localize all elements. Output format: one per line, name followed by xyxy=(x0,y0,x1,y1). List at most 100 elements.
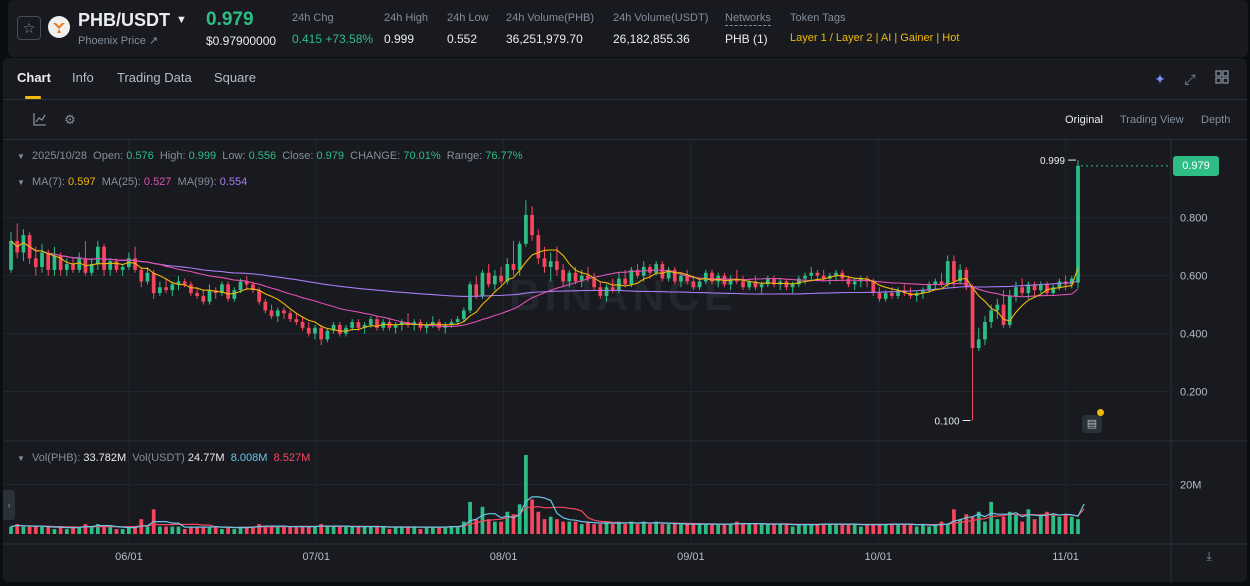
volume-bar xyxy=(827,524,832,534)
volume-bar xyxy=(294,526,299,534)
stat-networks[interactable]: Networks PHB (1) xyxy=(725,12,771,46)
candle-body xyxy=(939,281,944,285)
volume-bar xyxy=(1020,521,1025,534)
favorite-star-icon[interactable]: ☆ xyxy=(17,16,41,40)
candle-body xyxy=(77,258,82,270)
candle-body xyxy=(741,281,745,288)
tab-chart[interactable]: Chart xyxy=(17,70,51,85)
volume-bar xyxy=(269,526,274,534)
volume-bar xyxy=(300,526,305,534)
volume-bar xyxy=(449,526,454,534)
candlestick-chart[interactable]: 0.800 0.600 0.400 0.200 20M 06/01 07/01 08/01 09… xyxy=(3,140,1247,582)
volume-bar xyxy=(610,524,615,534)
tab-info[interactable]: Info xyxy=(72,70,94,85)
volume-bar xyxy=(660,524,665,534)
candle-body xyxy=(778,281,783,285)
x-tick-label: 08/01 xyxy=(490,551,518,563)
view-trading-view[interactable]: Trading View xyxy=(1120,114,1184,126)
volume-bar xyxy=(617,521,621,534)
tab-trading-data[interactable]: Trading Data xyxy=(117,70,192,85)
candle-body xyxy=(480,272,485,296)
candle-body xyxy=(952,261,956,282)
volume-bar xyxy=(406,526,410,534)
candle-body xyxy=(1069,278,1074,285)
expand-sidebar-handle[interactable]: › xyxy=(3,490,15,520)
volume-bar xyxy=(331,526,336,534)
volume-legend: ▼ Vol(PHB): 33.782M Vol(USDT) 24.77M 8.0… xyxy=(17,452,310,464)
reset-scale-icon[interactable]: ⤓ xyxy=(1206,549,1212,563)
volume-bar xyxy=(461,521,466,534)
legend-open: 0.576 xyxy=(126,150,154,162)
note-icon[interactable]: ▤ xyxy=(1082,415,1102,433)
volume-bar xyxy=(493,521,497,534)
candle-body xyxy=(493,275,497,285)
candle-body xyxy=(635,269,640,276)
candle-body xyxy=(430,322,435,325)
volume-bar xyxy=(226,526,230,534)
volume-bar xyxy=(83,524,88,534)
grid-layout-icon[interactable] xyxy=(1213,70,1231,88)
volume-bar xyxy=(182,529,187,534)
settings-icon[interactable]: ⚙ xyxy=(64,112,76,127)
x-tick-label: 10/01 xyxy=(864,551,892,563)
candle-body xyxy=(548,261,553,267)
candle-body xyxy=(765,278,770,285)
legend-high: 0.999 xyxy=(188,150,217,162)
volume-bar xyxy=(282,526,286,534)
candle-body xyxy=(64,264,69,270)
y-tick-label: 0.200 xyxy=(1180,387,1208,399)
candle-body xyxy=(877,293,882,299)
volume-bar xyxy=(275,526,280,534)
candle-body xyxy=(883,293,888,299)
volume-bar xyxy=(170,526,175,534)
volume-bar xyxy=(1038,514,1043,534)
pair-selector[interactable]: PHB/USDT ▼ xyxy=(78,10,187,31)
legend-ma7: 0.597 xyxy=(68,176,96,188)
candle-body xyxy=(592,278,596,288)
candle-body xyxy=(710,272,714,282)
candle-body xyxy=(641,266,646,276)
candle-body xyxy=(182,281,187,285)
candle-body xyxy=(350,322,355,328)
candle-body xyxy=(784,281,789,288)
stat-token-tags[interactable]: Token Tags Layer 1 / Layer 2 | AI | Gain… xyxy=(790,12,959,44)
volume-bar xyxy=(579,524,584,534)
legend-vol-ma2: 8.527M xyxy=(273,452,311,464)
candle-body xyxy=(33,258,38,267)
collapse-icon[interactable]: ▼ xyxy=(17,152,25,161)
expand-icon[interactable]: ⤢ xyxy=(1184,71,1196,87)
collapse-icon[interactable]: ▼ xyxy=(17,454,25,463)
legend-vol-ma1: 8.008M xyxy=(230,452,268,464)
volume-bar xyxy=(46,526,51,534)
coin-name-link[interactable]: Phoenix Price ↗ xyxy=(78,35,159,47)
candle-body xyxy=(610,287,615,291)
chart-area[interactable]: 0.800 0.600 0.400 0.200 20M 06/01 07/01 08/01 09… xyxy=(3,140,1247,582)
tab-square[interactable]: Square xyxy=(214,70,256,85)
chart-toolbar: ⚙ Original Trading View Depth xyxy=(3,100,1247,140)
candle-body xyxy=(573,272,578,282)
volume-bar xyxy=(691,524,696,534)
view-original[interactable]: Original xyxy=(1065,114,1103,126)
chevron-down-icon: ▼ xyxy=(176,14,187,26)
candle-body xyxy=(1057,281,1062,288)
volume-bar xyxy=(604,521,609,534)
candle-body xyxy=(871,281,876,294)
volume-bar xyxy=(840,524,845,534)
volume-bar xyxy=(536,511,541,534)
candle-body xyxy=(672,269,677,282)
ohlc-legend: ▼ 2025/10/28 Open: 0.576 High: 0.999 Low… xyxy=(17,150,523,162)
indicator-chart-icon[interactable] xyxy=(31,111,49,129)
candle-body xyxy=(970,287,975,349)
vol-tick-label: 20M xyxy=(1180,480,1201,492)
candle-body xyxy=(1045,284,1049,294)
candle-body xyxy=(524,214,528,244)
candle-body xyxy=(660,264,665,279)
candle-body xyxy=(790,284,795,288)
volume-bar xyxy=(734,521,739,534)
ai-sparkle-icon[interactable]: ✦ xyxy=(1154,71,1166,87)
volume-bar xyxy=(679,524,683,534)
volume-bar xyxy=(505,511,510,534)
view-depth[interactable]: Depth xyxy=(1201,114,1231,126)
collapse-icon[interactable]: ▼ xyxy=(17,178,25,187)
volume-bar xyxy=(1007,511,1012,534)
